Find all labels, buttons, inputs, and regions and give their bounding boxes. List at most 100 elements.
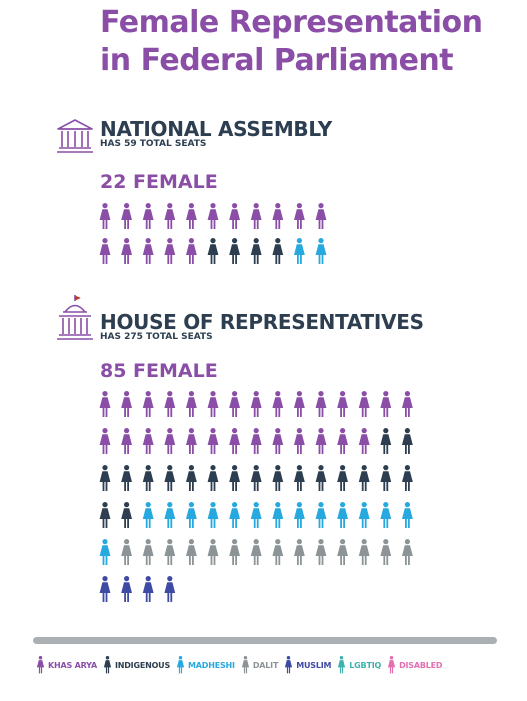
seat-house-khas-arya — [337, 428, 348, 454]
seat-house-muslim — [121, 576, 132, 602]
seat-house-indigenous — [99, 502, 111, 528]
seat-house-khas-arya — [337, 391, 348, 417]
seat-assembly-khas-arya — [186, 238, 197, 264]
female-figure-icon — [36, 656, 45, 674]
seat-house-indigenous — [186, 465, 197, 491]
seat-assembly-madheshi — [315, 238, 327, 264]
legend-label: DALIT — [252, 660, 279, 670]
seat-house-khas-arya — [358, 391, 370, 417]
seat-house-dalit — [229, 539, 240, 565]
seat-house-dalit — [164, 539, 176, 565]
legend-label: MADHESHI — [188, 660, 235, 670]
house-subtitle: HAS 275 TOTAL SEATS — [100, 332, 213, 342]
seat-house-muslim — [142, 576, 154, 602]
legend-swatch-disabled — [387, 656, 396, 674]
seat-house-madheshi — [164, 502, 176, 528]
seat-house-madheshi — [380, 502, 392, 528]
seat-house-khas-arya — [142, 428, 154, 454]
title-line-2: in Federal Parliament — [100, 43, 454, 78]
legend-label: INDIGENOUS — [114, 660, 171, 670]
seat-house-madheshi — [294, 502, 305, 528]
seat-house-madheshi — [186, 502, 197, 528]
legend-item-lgbtiq: LGBTIQ — [337, 656, 381, 674]
seat-house-khas-arya — [250, 391, 262, 417]
seat-house-indigenous — [402, 428, 413, 454]
seat-assembly-khas-arya — [99, 238, 111, 264]
seat-house-dalit — [337, 539, 348, 565]
legend-item-muslim: MUSLIM — [284, 656, 331, 674]
seat-house-indigenous — [121, 465, 132, 491]
seat-house-madheshi — [142, 502, 154, 528]
seat-assembly-khas-arya — [186, 203, 197, 229]
legend-item-dalit: DALIT — [241, 656, 278, 674]
female-figure-icon — [103, 656, 112, 674]
seat-house-dalit — [186, 539, 197, 565]
seat-house-dalit — [294, 539, 305, 565]
legend-label: LGBTIQ — [349, 660, 382, 670]
seat-house-madheshi — [358, 502, 370, 528]
house-title: HOUSE OF REPRESENTATIVES — [100, 310, 424, 334]
seat-house-madheshi — [402, 502, 413, 528]
seat-house-indigenous — [207, 465, 219, 491]
legend-swatch-dalit — [241, 656, 249, 674]
legend-swatch-khas-arya — [36, 656, 45, 674]
legend-label: MUSLIM — [296, 660, 332, 670]
seat-house-indigenous — [250, 465, 262, 491]
seat-house-khas-arya — [380, 391, 392, 417]
domed-building-icon — [57, 295, 93, 340]
seat-house-khas-arya — [207, 391, 219, 417]
seat-assembly-madheshi — [294, 238, 305, 264]
seat-house-khas-arya — [294, 391, 305, 417]
female-figure-icon — [176, 656, 185, 674]
seat-assembly-khas-arya — [315, 203, 327, 229]
seat-house-dalit — [121, 539, 132, 565]
seat-house-khas-arya — [272, 391, 284, 417]
legend-label: DISABLED — [399, 660, 443, 670]
female-figure-icon — [285, 656, 293, 674]
seat-house-khas-arya — [121, 428, 132, 454]
seat-house-dalit — [250, 539, 262, 565]
seat-house-khas-arya — [121, 391, 132, 417]
seat-house-madheshi — [250, 502, 262, 528]
seat-assembly-indigenous — [229, 238, 240, 264]
seat-house-khas-arya — [315, 391, 327, 417]
divider-bar — [33, 637, 497, 644]
seat-house-dalit — [380, 539, 392, 565]
seat-assembly-khas-arya — [250, 203, 262, 229]
seat-assembly-khas-arya — [99, 203, 111, 229]
title-line-1: Female Representation — [100, 5, 483, 40]
seat-house-indigenous — [402, 465, 413, 491]
seat-house-indigenous — [358, 465, 370, 491]
seat-assembly-khas-arya — [121, 238, 132, 264]
seat-assembly-khas-arya — [164, 203, 176, 229]
seat-assembly-khas-arya — [142, 238, 154, 264]
seat-house-madheshi — [229, 502, 240, 528]
legend-item-disabled: DISABLED — [387, 656, 443, 674]
seat-house-khas-arya — [99, 391, 111, 417]
seat-assembly-khas-arya — [121, 203, 132, 229]
seat-house-khas-arya — [186, 428, 197, 454]
seat-house-dalit — [272, 539, 284, 565]
legend-swatch-muslim — [285, 656, 293, 674]
seat-house-khas-arya — [358, 428, 370, 454]
seat-house-khas-arya — [164, 391, 176, 417]
seat-assembly-khas-arya — [142, 203, 154, 229]
seat-house-muslim — [164, 576, 176, 602]
seat-house-khas-arya — [207, 428, 219, 454]
seat-house-khas-arya — [229, 391, 240, 417]
national-assembly-subtitle: HAS 59 TOTAL SEATS — [100, 139, 207, 149]
seat-house-dalit — [207, 539, 219, 565]
seat-house-khas-arya — [272, 428, 284, 454]
seat-house-indigenous — [99, 465, 111, 491]
seat-house-indigenous — [380, 428, 392, 454]
seat-house-khas-arya — [99, 428, 111, 454]
seat-assembly-khas-arya — [272, 203, 284, 229]
seat-house-indigenous — [294, 465, 305, 491]
seat-house-khas-arya — [294, 428, 305, 454]
seat-house-dalit — [402, 539, 413, 565]
page-title: Female Representation in Federal Parliam… — [100, 4, 483, 80]
seat-house-khas-arya — [164, 428, 176, 454]
seat-house-muslim — [99, 576, 111, 602]
seat-house-indigenous — [315, 465, 327, 491]
seat-assembly-indigenous — [272, 238, 284, 264]
